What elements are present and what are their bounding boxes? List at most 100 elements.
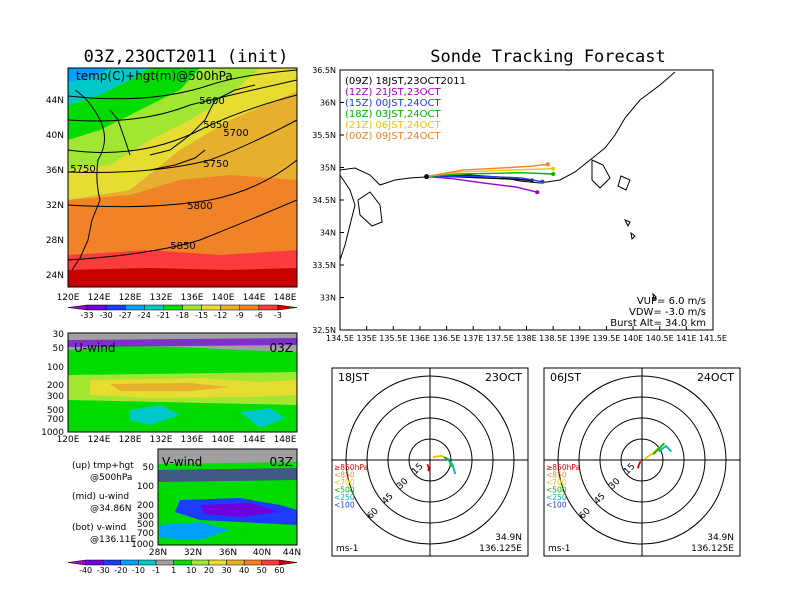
lon-tick: 140.5E xyxy=(646,334,674,343)
u-wind-field: U-wind 03Z xyxy=(68,333,297,432)
u-wind-label: U-wind xyxy=(74,341,115,355)
colorbar-label: -30 xyxy=(100,311,113,320)
lat-tick: 40N xyxy=(46,131,64,141)
launch-site xyxy=(424,174,430,180)
sonde-track-line xyxy=(426,163,548,178)
colorbar-swatch xyxy=(85,559,104,566)
colorbar-label: -30 xyxy=(97,566,110,575)
colorbar-label: 20 xyxy=(204,566,214,575)
hodograph-trace xyxy=(644,446,660,460)
track-legend-entry: (21Z) 06JST,24OCT xyxy=(345,120,441,131)
contour-label-5750-west: 5750 xyxy=(70,164,95,175)
legend-note-up-level: @500hPa xyxy=(90,473,132,483)
v-wind-label: V-wind xyxy=(162,455,202,469)
hodograph-jst: 06JST xyxy=(550,371,581,384)
v-wind-lat-ticks: 28N 32N 36N 40N 44N xyxy=(149,548,301,558)
lon-tick: 140E xyxy=(212,435,235,445)
lon-tick: 144E xyxy=(243,293,266,303)
hodograph-legend-entry: <500 xyxy=(334,486,355,495)
colorbar-swatch xyxy=(239,304,260,311)
contour-label-5800: 5800 xyxy=(187,201,212,212)
lat-tick: 32.5N xyxy=(312,326,336,335)
colorbar-label: -15 xyxy=(195,311,208,320)
hodograph-lon: 136.125E xyxy=(691,544,734,554)
lat-tick: 24N xyxy=(46,271,64,281)
track-legend-entry: (09Z) 18JST,23OCT2011 xyxy=(345,76,466,87)
p-tick: 200 xyxy=(137,501,154,511)
contour-label-5850: 5850 xyxy=(170,241,195,252)
track-legend-entry: (12Z) 21JST,23OCT xyxy=(345,87,441,98)
lon-tick: 137.5E xyxy=(486,334,514,343)
colorbar-swatch xyxy=(226,559,245,566)
map-500hpa-label: temp(C)+hgt(m)@500hPa xyxy=(76,69,233,83)
hodograph-lon: 136.125E xyxy=(479,544,522,554)
lon-tick: 136.5E xyxy=(433,334,461,343)
hodograph-date: 24OCT xyxy=(697,371,734,384)
colorbar-swatch xyxy=(201,304,221,311)
lon-tick: 128E xyxy=(119,293,142,303)
colorbar-label: -1 xyxy=(152,566,160,575)
lon-tick: 136E xyxy=(181,435,204,445)
colorbar-label: -10 xyxy=(132,566,145,575)
sonde-tracks xyxy=(424,162,556,195)
hodograph-lat: 34.9N xyxy=(707,533,734,543)
p-tick: 700 xyxy=(47,415,64,425)
lon-tick: 140E xyxy=(623,334,643,343)
colorbar-label: 10 xyxy=(186,566,196,575)
lon-tick: 124E xyxy=(88,435,111,445)
lat-tick: 33N xyxy=(320,294,336,303)
lon-tick: 136E xyxy=(181,293,204,303)
legend-note-bot-level: @136.11E xyxy=(90,535,136,545)
map-500hpa-panel: 5600 5650 5700 5750 5750 5800 5850 temp(… xyxy=(46,67,298,303)
lon-tick: 120E xyxy=(57,435,80,445)
lat-tick: 33.5N xyxy=(312,261,336,270)
hodograph-trace xyxy=(636,460,642,469)
colorbar-label: 50 xyxy=(257,566,267,575)
v-wind-field: V-wind 03Z xyxy=(158,449,297,545)
hodograph-trace xyxy=(426,463,430,472)
p-tick: 30 xyxy=(53,330,65,340)
burst-alt-param: Burst Alt= 34.0 km xyxy=(610,318,706,329)
p-tick: 50 xyxy=(53,344,65,354)
v-wind-panel: V-wind 03Z 50 100 200 300 500 700 1000 2… xyxy=(131,448,301,558)
p-tick: 100 xyxy=(47,363,64,373)
left-title: 03Z,23OCT2011 (init) xyxy=(84,47,289,67)
contour-label-5750-east: 5750 xyxy=(203,159,228,170)
colorbar-label: 40 xyxy=(239,566,249,575)
lat-tick: 32N xyxy=(46,201,64,211)
u-wind-time: 03Z xyxy=(270,341,294,355)
contour-label-5700: 5700 xyxy=(223,128,248,139)
lat-tick: 28N xyxy=(149,548,167,558)
p-tick: 1000 xyxy=(41,428,64,438)
legend-note-bot: (bot) v-wind xyxy=(72,523,126,533)
colorbar-label: -3 xyxy=(274,311,282,320)
v-wind-p-ticks: 50 100 200 300 500 700 1000 xyxy=(131,463,154,550)
lon-tick: 141E xyxy=(676,334,696,343)
temperature-colorbar: -33 -30 -27 -24 -21 -18 -15 -12 -9 -6 -3 xyxy=(67,304,298,320)
u-wind-lon-ticks: 120E 124E 128E 132E 136E 140E 144E 148E xyxy=(57,435,297,445)
colorbar-label: 30 xyxy=(221,566,231,575)
lon-tick: 137E xyxy=(463,334,483,343)
lat-tick: 35N xyxy=(320,164,336,173)
colorbar-swatch xyxy=(277,304,298,311)
track-coastline xyxy=(340,71,676,302)
colorbar-swatch xyxy=(279,559,298,566)
lon-tick: 132E xyxy=(150,435,173,445)
legend-note-mid-level: @34.86N xyxy=(90,504,132,514)
sonde-landing-point xyxy=(540,179,545,184)
hodograph-legend-entry: ≥850hPa xyxy=(546,463,580,472)
sonde-landing-point xyxy=(545,162,550,167)
colorbar-swatch xyxy=(138,559,157,566)
lat-tick: 34.5N xyxy=(312,196,336,205)
hodograph-legend-entry: <100 xyxy=(334,501,355,510)
contour-label-5600: 5600 xyxy=(199,96,224,107)
colorbar-label: -21 xyxy=(157,311,170,320)
contour-label-5650: 5650 xyxy=(203,120,228,131)
lon-tick: 135E xyxy=(356,334,376,343)
lat-tick: 36N xyxy=(320,99,336,108)
sonde-track-line xyxy=(426,175,543,183)
colorbar-swatch xyxy=(125,304,145,311)
colorbar-label: -33 xyxy=(81,311,94,320)
lat-tick: 36.5N xyxy=(312,66,336,75)
